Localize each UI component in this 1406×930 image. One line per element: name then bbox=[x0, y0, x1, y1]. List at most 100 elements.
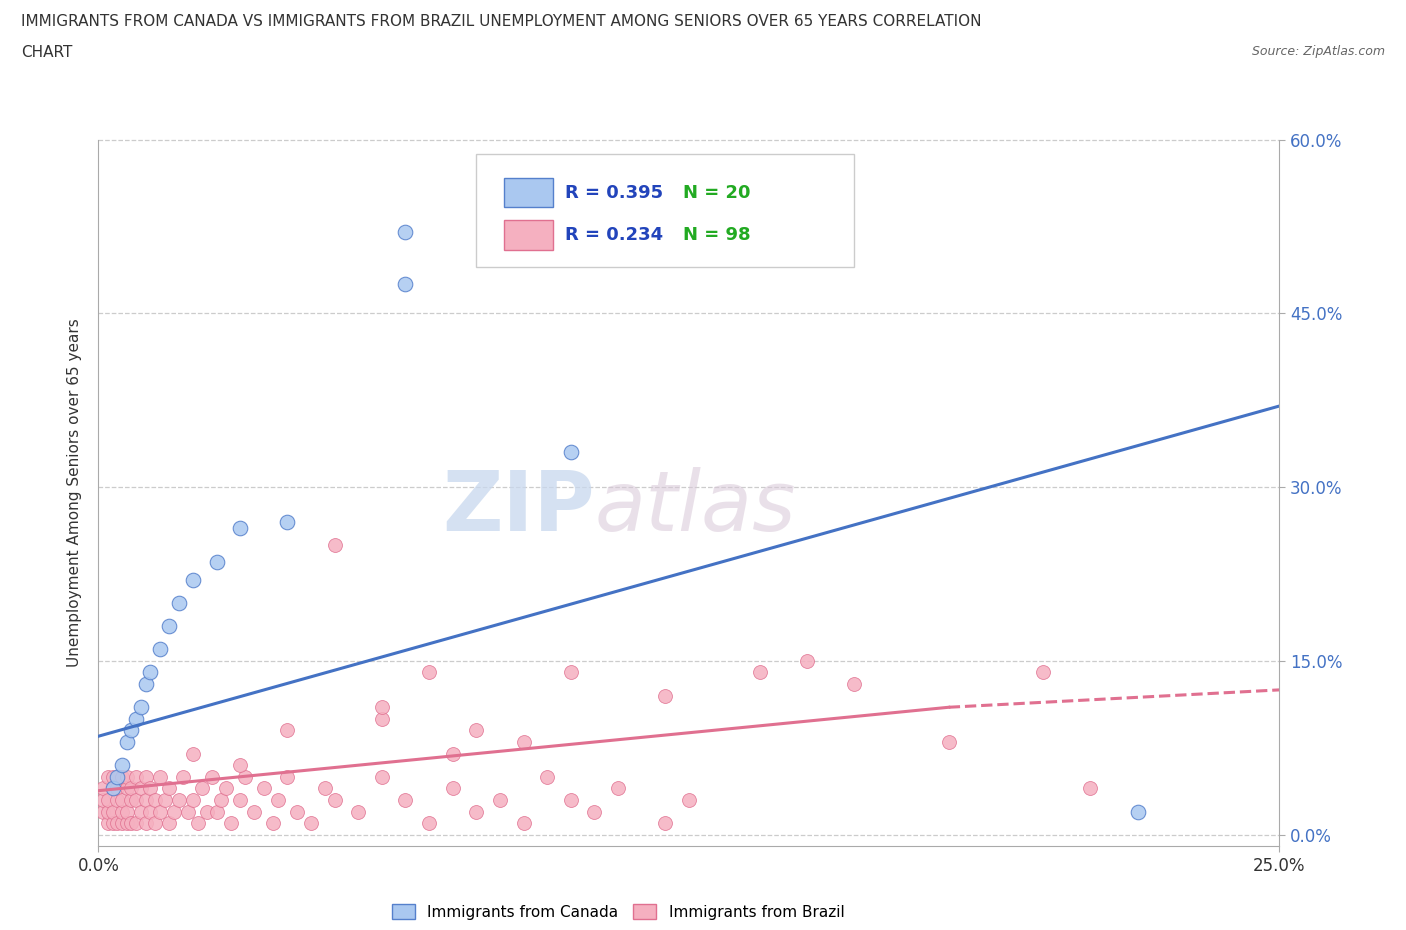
Point bbox=[115, 769, 138, 784]
Point bbox=[139, 665, 162, 680]
Point bbox=[267, 792, 290, 807]
Text: R = 0.234: R = 0.234 bbox=[565, 226, 664, 244]
Point bbox=[125, 792, 148, 807]
Point bbox=[560, 665, 582, 680]
Point bbox=[121, 816, 143, 830]
Point bbox=[583, 804, 606, 819]
Point bbox=[1080, 781, 1102, 796]
Point bbox=[157, 816, 180, 830]
FancyBboxPatch shape bbox=[503, 220, 553, 250]
Point bbox=[129, 781, 152, 796]
Point bbox=[177, 804, 200, 819]
Point bbox=[678, 792, 700, 807]
Point bbox=[105, 816, 128, 830]
Point bbox=[607, 781, 630, 796]
Point bbox=[167, 792, 190, 807]
Point bbox=[205, 804, 228, 819]
Point bbox=[135, 769, 157, 784]
Point bbox=[229, 792, 252, 807]
Point bbox=[465, 723, 488, 737]
Point bbox=[125, 769, 148, 784]
Point bbox=[276, 769, 298, 784]
Point bbox=[560, 792, 582, 807]
Point bbox=[748, 665, 770, 680]
Point bbox=[105, 769, 128, 784]
Point bbox=[229, 520, 252, 535]
Point bbox=[101, 769, 124, 784]
Point bbox=[1126, 804, 1149, 819]
Point bbox=[654, 688, 676, 703]
Point bbox=[101, 781, 124, 796]
Point bbox=[105, 781, 128, 796]
Point bbox=[441, 746, 464, 761]
Point bbox=[149, 642, 172, 657]
Point bbox=[105, 792, 128, 807]
Point bbox=[536, 769, 558, 784]
Point bbox=[149, 769, 172, 784]
Point bbox=[163, 804, 186, 819]
Text: N = 20: N = 20 bbox=[683, 183, 751, 202]
Point bbox=[465, 804, 488, 819]
Point bbox=[441, 781, 464, 796]
Point bbox=[101, 804, 124, 819]
Point bbox=[243, 804, 266, 819]
Point bbox=[512, 735, 534, 750]
Point bbox=[143, 792, 166, 807]
Point bbox=[91, 804, 114, 819]
Point bbox=[209, 792, 232, 807]
Point bbox=[229, 758, 252, 773]
Point bbox=[97, 792, 120, 807]
Point bbox=[115, 735, 138, 750]
Point bbox=[191, 781, 214, 796]
Point bbox=[181, 792, 204, 807]
Point bbox=[418, 665, 440, 680]
Point bbox=[125, 711, 148, 726]
Point bbox=[276, 723, 298, 737]
Point bbox=[91, 781, 114, 796]
Point bbox=[285, 804, 308, 819]
Point bbox=[323, 792, 346, 807]
Point bbox=[489, 792, 512, 807]
Point bbox=[157, 781, 180, 796]
Point bbox=[97, 816, 120, 830]
Point bbox=[512, 816, 534, 830]
Point bbox=[253, 781, 276, 796]
Legend: Immigrants from Canada, Immigrants from Brazil: Immigrants from Canada, Immigrants from … bbox=[392, 904, 844, 920]
Text: R = 0.395: R = 0.395 bbox=[565, 183, 664, 202]
Text: N = 98: N = 98 bbox=[683, 226, 751, 244]
Point bbox=[101, 816, 124, 830]
Point bbox=[121, 781, 143, 796]
Point bbox=[143, 816, 166, 830]
Point bbox=[560, 445, 582, 459]
Text: CHART: CHART bbox=[21, 45, 73, 60]
Point bbox=[262, 816, 284, 830]
Point bbox=[299, 816, 322, 830]
Point bbox=[111, 758, 134, 773]
Point bbox=[371, 769, 394, 784]
Y-axis label: Unemployment Among Seniors over 65 years: Unemployment Among Seniors over 65 years bbox=[67, 319, 83, 668]
Point bbox=[181, 572, 204, 587]
Point bbox=[371, 711, 394, 726]
Point bbox=[796, 654, 818, 669]
Point bbox=[97, 769, 120, 784]
Text: IMMIGRANTS FROM CANADA VS IMMIGRANTS FROM BRAZIL UNEMPLOYMENT AMONG SENIORS OVER: IMMIGRANTS FROM CANADA VS IMMIGRANTS FRO… bbox=[21, 14, 981, 29]
Point bbox=[314, 781, 336, 796]
FancyBboxPatch shape bbox=[477, 153, 855, 267]
Point bbox=[215, 781, 238, 796]
Text: ZIP: ZIP bbox=[441, 467, 595, 548]
FancyBboxPatch shape bbox=[503, 178, 553, 207]
Point bbox=[938, 735, 960, 750]
Point bbox=[111, 769, 134, 784]
Text: Source: ZipAtlas.com: Source: ZipAtlas.com bbox=[1251, 45, 1385, 58]
Point bbox=[1032, 665, 1054, 680]
Point bbox=[111, 816, 134, 830]
Point bbox=[115, 804, 138, 819]
Point bbox=[121, 792, 143, 807]
Text: atlas: atlas bbox=[595, 467, 796, 548]
Point bbox=[111, 804, 134, 819]
Point bbox=[149, 804, 172, 819]
Point bbox=[205, 555, 228, 570]
Point bbox=[276, 514, 298, 529]
Point bbox=[115, 816, 138, 830]
Point bbox=[115, 781, 138, 796]
